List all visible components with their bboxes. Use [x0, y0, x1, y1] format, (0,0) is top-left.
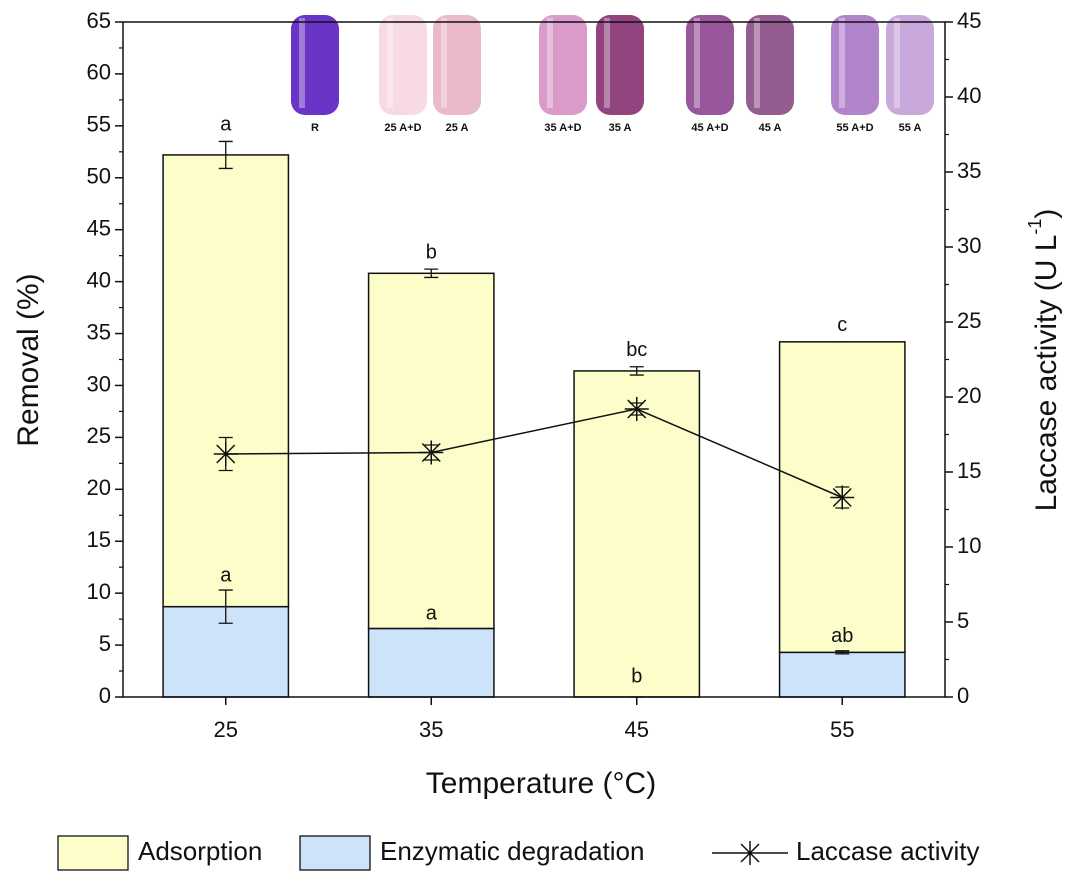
- tube-highlight: [441, 18, 447, 108]
- y-tick-label: 0: [99, 683, 111, 708]
- bottom-letter: a: [220, 564, 232, 586]
- bottom-letter: ab: [831, 625, 853, 647]
- tube: [539, 15, 587, 115]
- y-tick-label: 40: [87, 267, 111, 292]
- y2-tick-label: 30: [957, 233, 981, 258]
- y2-tick-label: 25: [957, 308, 981, 333]
- y-tick-label: 20: [87, 475, 111, 500]
- top-letter: bc: [626, 339, 647, 361]
- top-letter: b: [426, 241, 437, 263]
- legend-label: Laccase activity: [796, 836, 980, 866]
- tube-label: 25 A+D: [384, 122, 421, 134]
- y-axis-title: Removal (%): [12, 273, 45, 446]
- bottom-letter: a: [426, 603, 438, 625]
- tube-highlight: [839, 18, 845, 108]
- y2-tick-label: 35: [957, 158, 981, 183]
- bar-segment: [780, 652, 905, 697]
- tube: [433, 15, 481, 115]
- tube-highlight: [754, 18, 760, 108]
- y-tick-label: 35: [87, 319, 111, 344]
- tube-label: 55 A: [899, 122, 922, 134]
- y-tick-label: 25: [87, 423, 111, 448]
- y-tick-label: 60: [87, 60, 111, 85]
- y-tick-label: 55: [87, 112, 111, 137]
- y2-tick-label: 5: [957, 608, 969, 633]
- tube: [886, 15, 934, 115]
- y-tick-label: 15: [87, 527, 111, 552]
- marker: [214, 442, 238, 466]
- top-letter: a: [220, 114, 232, 136]
- tube-label: 25 A: [446, 122, 469, 134]
- bar-segment: [163, 155, 288, 607]
- bar-segment: [369, 628, 494, 697]
- x-tick-label: 35: [419, 717, 443, 742]
- tube-label: R: [311, 122, 319, 134]
- tube-highlight: [299, 18, 305, 108]
- legend-label: Enzymatic degradation: [380, 836, 644, 866]
- x-tick-label: 45: [625, 717, 649, 742]
- legend-line: [712, 841, 788, 865]
- y-tick-label: 45: [87, 216, 111, 241]
- y2-tick-label: 20: [957, 383, 981, 408]
- x-tick-label: 25: [214, 717, 238, 742]
- x-tick-label: 55: [830, 717, 854, 742]
- y-tick-label: 30: [87, 371, 111, 396]
- y2-title-sup: -1: [1025, 219, 1045, 235]
- tube: [596, 15, 644, 115]
- marker: [625, 397, 649, 421]
- y2-tick-label: 15: [957, 458, 981, 483]
- y-tick-label: 5: [99, 631, 111, 656]
- legend-swatch: [300, 836, 370, 870]
- top-letter: c: [837, 314, 847, 336]
- tube: [291, 15, 339, 115]
- y2-tick-label: 45: [957, 8, 981, 33]
- chart: Temperature (°C) Removal (%) Laccase act…: [0, 0, 1072, 872]
- tube-highlight: [604, 18, 610, 108]
- tube-label: 55 A+D: [836, 122, 873, 134]
- tube: [379, 15, 427, 115]
- tube-highlight: [894, 18, 900, 108]
- y2-tick-label: 0: [957, 683, 969, 708]
- y2-title-end: ): [1030, 209, 1063, 219]
- y2-tick-label: 10: [957, 533, 981, 558]
- y2-axis-title: Laccase activity (U L-1): [1025, 209, 1063, 512]
- y2-tick-label: 40: [957, 83, 981, 108]
- y2-title-text: Laccase activity (U L: [1030, 235, 1063, 512]
- tube-highlight: [694, 18, 700, 108]
- marker: [830, 486, 854, 510]
- y-tick-label: 65: [87, 8, 111, 33]
- tube: [831, 15, 879, 115]
- tube: [746, 15, 794, 115]
- tube-highlight: [547, 18, 553, 108]
- line: [226, 409, 843, 498]
- y-tick-label: 10: [87, 579, 111, 604]
- legend-swatch: [58, 836, 128, 870]
- x-axis-title: Temperature (°C): [426, 767, 656, 800]
- bottom-letter: b: [631, 665, 642, 687]
- tube-highlight: [387, 18, 393, 108]
- tube-label: 45 A+D: [691, 122, 728, 134]
- tube-label: 35 A: [609, 122, 632, 134]
- legend-label: Adsorption: [138, 836, 262, 866]
- y-tick-label: 50: [87, 164, 111, 189]
- marker: [419, 441, 443, 465]
- tube: [686, 15, 734, 115]
- tube-label: 45 A: [759, 122, 782, 134]
- tube-label: 35 A+D: [544, 122, 581, 134]
